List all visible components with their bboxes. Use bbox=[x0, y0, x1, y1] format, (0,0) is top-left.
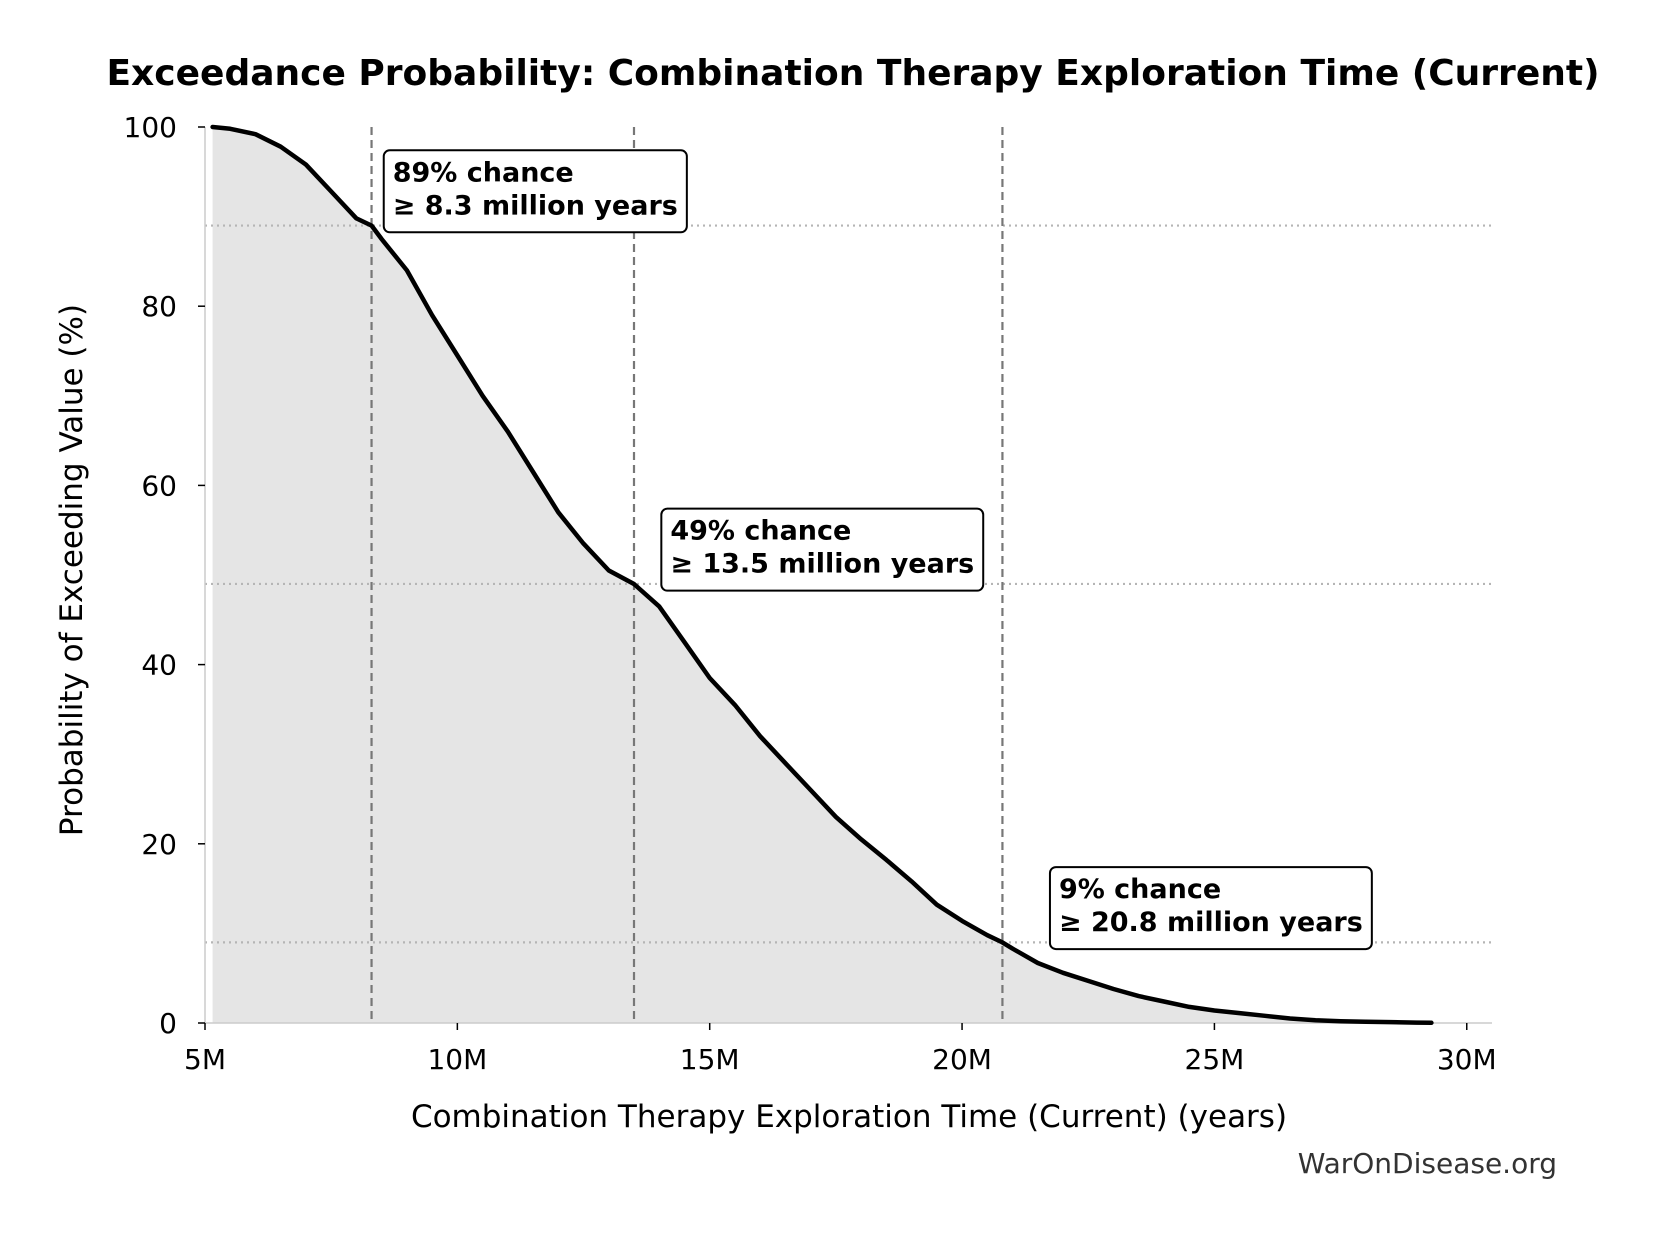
annotation-line2: ≥ 8.3 million years bbox=[393, 190, 678, 221]
y-tick-label: 0 bbox=[159, 1007, 177, 1040]
x-tick-label: 25M bbox=[1185, 1043, 1245, 1076]
exceedance-curve bbox=[210, 124, 1434, 1026]
x-tick-label: 20M bbox=[932, 1043, 992, 1076]
x-tick-label: 10M bbox=[427, 1043, 487, 1076]
y-tick-label: 80 bbox=[141, 290, 177, 323]
annotation-line1: 49% chance bbox=[670, 516, 851, 547]
exceedance-area bbox=[212, 127, 1432, 1023]
annotation-frame bbox=[382, 149, 688, 234]
annotation-box-2: 49% chance≥ 13.5 million years bbox=[660, 507, 985, 592]
y-tick-label: 100 bbox=[124, 111, 177, 144]
chart-title: Exceedance Probability: Combination Ther… bbox=[106, 53, 1599, 94]
annotation-line2: ≥ 20.8 million years bbox=[1059, 907, 1363, 938]
y-tick-label: 20 bbox=[141, 828, 177, 861]
x-tick-label: 5M bbox=[184, 1043, 226, 1076]
x-tick-label: 15M bbox=[680, 1043, 740, 1076]
annotation-frame bbox=[1048, 866, 1373, 951]
x-axis-label: Combination Therapy Exploration Time (Cu… bbox=[411, 1099, 1287, 1135]
annotation-line1: 89% chance bbox=[393, 157, 574, 188]
y-tick-label: 40 bbox=[141, 649, 177, 682]
annotation-line1: 9% chance bbox=[1059, 874, 1221, 905]
annotation-box-1: 89% chance≥ 8.3 million years bbox=[382, 149, 688, 234]
annotation-frame bbox=[660, 507, 985, 592]
watermark: WarOnDisease.org bbox=[1298, 1147, 1557, 1180]
y-axis-label: Probability of Exceeding Value (%) bbox=[54, 304, 90, 836]
annotation-box-3: 9% chance≥ 20.8 million years bbox=[1048, 866, 1373, 951]
annotation-line2: ≥ 13.5 million years bbox=[670, 549, 974, 580]
x-tick-label: 30M bbox=[1437, 1043, 1497, 1076]
y-tick-label: 60 bbox=[141, 469, 177, 502]
